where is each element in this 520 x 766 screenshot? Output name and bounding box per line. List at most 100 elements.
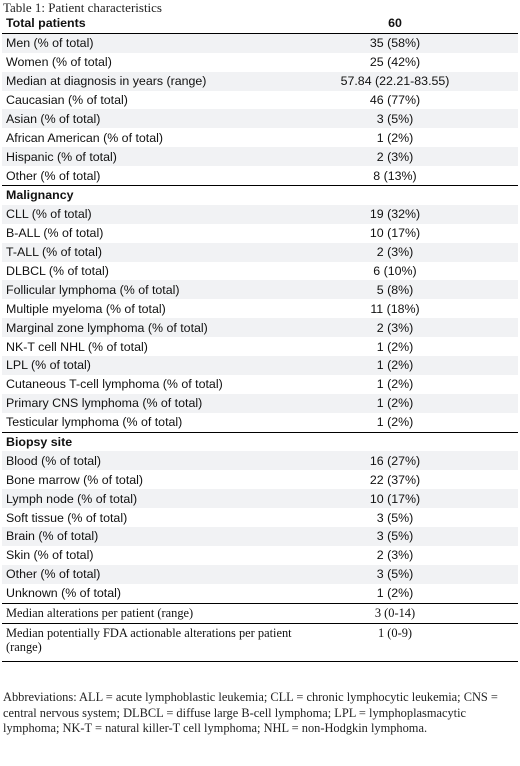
row-value: 22 (37%) (310, 470, 518, 490)
table-row: African American (% of total) 1 (2%) (2, 128, 518, 148)
row-label: Men (% of total) (2, 32, 310, 53)
row-label: Brain (% of total) (2, 527, 310, 546)
row-value: 2 (3%) (310, 545, 518, 565)
summary-row: Median potentially FDA actionable altera… (2, 622, 518, 662)
table-row: Asian (% of total) 3 (5%) (2, 109, 518, 129)
table-row: Primary CNS lymphoma (% of total) 1 (2%) (2, 393, 518, 413)
table-caption: Table 1: Patient characteristics (3, 0, 162, 15)
header-value: 60 (310, 14, 518, 34)
patient-characteristics-table: Total patients 60 Men (% of total) 35 (58… (2, 14, 518, 662)
row-value: 3 (0-14) (310, 602, 518, 623)
table-row: Brain (% of total) 3 (5%) (2, 527, 518, 546)
row-label: Other (% of total) (2, 166, 310, 186)
row-label: Other (% of total) (2, 564, 310, 584)
table-row: DLBCL (% of total) 6 (10%) (2, 261, 518, 281)
table-row: CLL (% of total) 19 (32%) (2, 204, 518, 224)
row-label: Median potentially FDA actionable altera… (2, 622, 310, 662)
row-value: 1 (2%) (310, 583, 518, 604)
row-label: Caucasian (% of total) (2, 90, 310, 110)
table-row: Caucasian (% of total) 46 (77%) (2, 90, 518, 110)
table-row: LPL (% of total) 1 (2%) (2, 356, 518, 375)
table-row: Lymph node (% of total) 10 (17%) (2, 489, 518, 509)
row-label: Multiple myeloma (% of total) (2, 299, 310, 319)
table-row: Blood (% of total) 16 (27%) (2, 451, 518, 471)
row-label: African American (% of total) (2, 128, 310, 148)
row-value: 1 (2%) (310, 337, 518, 357)
row-value: 2 (3%) (310, 147, 518, 167)
table-row: NK-T cell NHL (% of total) 1 (2%) (2, 337, 518, 357)
row-label: Median at diagnosis in years (range) (2, 71, 310, 91)
row-value: 2 (3%) (310, 242, 518, 262)
row-label: Median alterations per patient (range) (2, 602, 310, 623)
summary-row: Median alterations per patient (range) 3 … (2, 602, 518, 623)
table-row: Other (% of total) 8 (13%) (2, 166, 518, 186)
row-value: 1 (2%) (310, 374, 518, 394)
row-label: Asian (% of total) (2, 109, 310, 129)
header-label: Total patients (2, 14, 310, 34)
table-row: Bone marrow (% of total) 22 (37%) (2, 470, 518, 490)
row-value: 2 (3%) (310, 318, 518, 338)
table-row: Men (% of total) 35 (58%) (2, 32, 518, 53)
table-row: Other (% of total) 3 (5%) (2, 564, 518, 584)
row-value: 5 (8%) (310, 280, 518, 300)
row-label: Blood (% of total) (2, 451, 310, 471)
row-label: Primary CNS lymphoma (% of total) (2, 393, 310, 413)
table-row: Median at diagnosis in years (range) 57.8… (2, 71, 518, 91)
row-label: Unknown (% of total) (2, 583, 310, 604)
row-label: DLBCL (% of total) (2, 261, 310, 281)
row-label: Hispanic (% of total) (2, 147, 310, 167)
row-label: Bone marrow (% of total) (2, 470, 310, 490)
table-row: Multiple myeloma (% of total) 11 (18%) (2, 299, 518, 319)
row-value (310, 431, 518, 452)
table-row: Hispanic (% of total) 2 (3%) (2, 147, 518, 167)
table-row: Skin (% of total) 2 (3%) (2, 545, 518, 565)
row-value: 3 (5%) (310, 527, 518, 546)
row-value: 16 (27%) (310, 451, 518, 471)
row-value: 1 (2%) (310, 356, 518, 375)
abbreviations-note: Abbreviations: ALL = acute lymphoblastic… (3, 690, 498, 735)
row-label: CLL (% of total) (2, 204, 310, 224)
table-row: B-ALL (% of total) 10 (17%) (2, 223, 518, 243)
row-value: 19 (32%) (310, 204, 518, 224)
table-row: Cutaneous T-cell lymphoma (% of total) 1 … (2, 374, 518, 394)
row-value: 46 (77%) (310, 90, 518, 110)
row-value: 3 (5%) (310, 564, 518, 584)
row-label: Marginal zone lymphoma (% of total) (2, 318, 310, 338)
row-value: 3 (5%) (310, 109, 518, 129)
row-value: 10 (17%) (310, 489, 518, 509)
table-row: Unknown (% of total) 1 (2%) (2, 583, 518, 604)
row-label: Women (% of total) (2, 52, 310, 72)
table-row: Follicular lymphoma (% of total) 5 (8%) (2, 280, 518, 300)
row-value: 1 (2%) (310, 128, 518, 148)
row-label: Lymph node (% of total) (2, 489, 310, 509)
row-value: 1 (2%) (310, 412, 518, 433)
row-value: 10 (17%) (310, 223, 518, 243)
table-row: Marginal zone lymphoma (% of total) 2 (3%… (2, 318, 518, 338)
row-label: Malignancy (2, 185, 310, 205)
row-value (310, 185, 518, 205)
row-label: B-ALL (% of total) (2, 223, 310, 243)
row-value: 3 (5%) (310, 508, 518, 528)
table-row: Soft tissue (% of total) 3 (5%) (2, 508, 518, 528)
section-header-malignancy: Malignancy (2, 185, 518, 205)
table-row: T-ALL (% of total) 2 (3%) (2, 242, 518, 262)
section-header-biopsy: Biopsy site (2, 431, 518, 452)
row-label: LPL (% of total) (2, 356, 310, 375)
row-label: T-ALL (% of total) (2, 242, 310, 262)
row-label: Cutaneous T-cell lymphoma (% of total) (2, 374, 310, 394)
table-row: Women (% of total) 25 (42%) (2, 52, 518, 72)
row-value: 35 (58%) (310, 32, 518, 53)
row-value: 11 (18%) (310, 299, 518, 319)
row-value: 57.84 (22.21-83.55) (310, 71, 518, 91)
row-value: 1 (0-9) (310, 622, 518, 662)
row-value: 25 (42%) (310, 52, 518, 72)
row-label: NK-T cell NHL (% of total) (2, 337, 310, 357)
table-body: Total patients 60 Men (% of total) 35 (58… (2, 14, 518, 662)
row-value: 6 (10%) (310, 261, 518, 281)
row-value: 8 (13%) (310, 166, 518, 186)
row-label: Soft tissue (% of total) (2, 508, 310, 528)
table-header-row: Total patients 60 (2, 14, 518, 34)
row-value: 1 (2%) (310, 393, 518, 413)
row-label: Follicular lymphoma (% of total) (2, 280, 310, 300)
row-label: Biopsy site (2, 431, 310, 452)
